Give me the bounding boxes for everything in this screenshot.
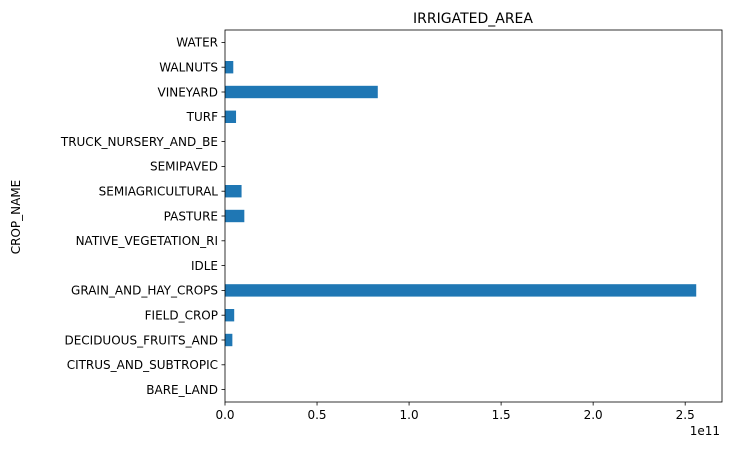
plot-area: BARE_LAND CITRUS_AND_SUBTROPIC DECIDUOUS_F… bbox=[60, 29, 723, 422]
x-tick-label: 2.0 bbox=[584, 408, 603, 422]
y-tick-label: VINEYARD bbox=[158, 85, 219, 99]
x-tick-label: 0.0 bbox=[215, 408, 234, 422]
y-tick-label: GRAIN_AND_HAY_CROPS bbox=[71, 284, 218, 298]
y-tick-label: TRUCK_NURSERY_AND_BE bbox=[60, 135, 218, 149]
y-axis-label: CROP_NAME bbox=[9, 180, 23, 255]
bar-deciduous-fruits-and bbox=[225, 333, 233, 347]
y-tick-label: WALNUTS bbox=[159, 61, 218, 75]
bar-walnuts bbox=[225, 61, 234, 74]
y-tick-label: NATIVE_VEGETATION_RI bbox=[76, 234, 218, 248]
bar-grain-and-hay-crops bbox=[225, 284, 697, 297]
x-tick-label: 0.5 bbox=[307, 408, 326, 422]
bar-pasture bbox=[225, 209, 245, 223]
y-tick-label: FIELD_CROP bbox=[145, 309, 218, 323]
x-tick-label: 1.5 bbox=[492, 408, 511, 422]
y-tick-label: BARE_LAND bbox=[146, 383, 218, 397]
chart-title: IRRIGATED_AREA bbox=[413, 11, 533, 27]
x-tick-label: 2.5 bbox=[676, 408, 695, 422]
y-tick-label: DECIDUOUS_FRUITS_AND bbox=[64, 333, 218, 347]
x-tick-label: 1.0 bbox=[400, 408, 419, 422]
y-tick-label: SEMIAGRICULTURAL bbox=[99, 185, 219, 199]
y-tick-label: SEMIPAVED bbox=[150, 160, 218, 174]
y-tick-label: CITRUS_AND_SUBTROPIC bbox=[67, 358, 218, 372]
bar-semiagricultural bbox=[225, 185, 242, 198]
y-tick-label: WATER bbox=[176, 36, 218, 50]
y-tick-label: TURF bbox=[186, 110, 218, 124]
bar-vineyard bbox=[225, 85, 378, 99]
x-axis-offset-label: 1e11 bbox=[690, 424, 720, 438]
y-tick-label: IDLE bbox=[191, 259, 218, 273]
bar-field-crop bbox=[225, 309, 235, 322]
bar-turf bbox=[225, 110, 237, 123]
y-tick-label: PASTURE bbox=[164, 209, 218, 223]
